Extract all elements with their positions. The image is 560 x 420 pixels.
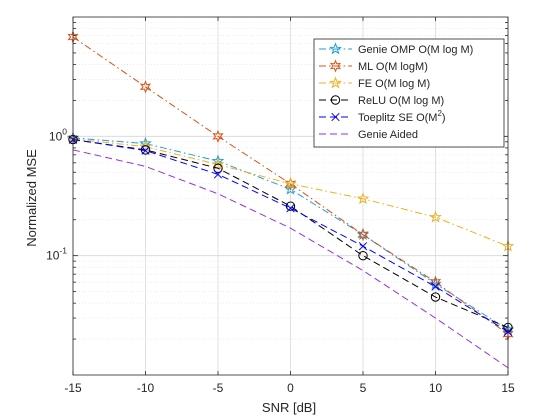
marker-x-stroke [358, 242, 368, 251]
tick-labels: -15 -10 -5 0 5 10 15 100 10-1 [46, 126, 515, 395]
axes [72, 16, 509, 376]
marker-circle [213, 163, 223, 173]
marker-x [431, 282, 440, 291]
series-line [72, 139, 509, 328]
marker-star [329, 42, 342, 55]
series-line [72, 36, 509, 335]
marker-x [331, 112, 340, 122]
marker-hexagram [329, 59, 342, 73]
x-tick-label: -5 [213, 381, 224, 395]
marker-x [358, 242, 368, 251]
grid [72, 17, 509, 375]
x-tick-label: 0 [287, 381, 294, 395]
legend-entry: Toeplitz SE O(M2) [319, 109, 446, 124]
legend-entry: Genie OMP O(M log M) [319, 42, 473, 56]
marker-hexagram [139, 80, 152, 94]
y-tick-label: 10-1 [46, 246, 67, 263]
x-tick-label: 5 [360, 381, 367, 395]
legend-entry: FE O(M log M) [319, 76, 430, 90]
y-axis-title: Normalized MSE [24, 149, 39, 247]
marker-star [211, 157, 225, 170]
legend: Genie OMP O(M log M) ML O(M logM) FE O(M l… [313, 38, 505, 148]
x-axis-title: SNR [dB] [262, 400, 316, 415]
marker-x [213, 170, 223, 179]
marker-x-stroke [141, 146, 150, 155]
marker-star [429, 210, 442, 223]
legend-label: Genie OMP O(M log M) [358, 44, 473, 56]
series-layer [66, 30, 515, 369]
marker-x-stroke [331, 112, 340, 122]
legend-label: Toeplitz SE O(M2) [358, 109, 446, 124]
marker-star [329, 76, 342, 89]
marker-x-stroke [286, 204, 295, 213]
series-line [72, 149, 509, 369]
x-tick-label: -10 [137, 381, 155, 395]
marker-hexagram [212, 129, 224, 143]
x-tick-label: -15 [64, 381, 82, 395]
series-line [72, 138, 509, 247]
marker-star [211, 154, 225, 167]
series-5 [72, 149, 509, 369]
legend-entry: Genie Aided [319, 129, 418, 141]
legend-label: ML O(M logM) [358, 61, 428, 73]
y-tick-label: 100 [49, 126, 67, 143]
legend-label: Genie Aided [358, 129, 418, 141]
marker-star [139, 140, 152, 152]
marker-x [286, 204, 295, 213]
legend-entry: ML O(M logM) [319, 59, 428, 73]
marker-x-stroke [213, 170, 223, 179]
legend-label: FE O(M log M) [358, 78, 430, 90]
x-tick-label: 15 [501, 381, 515, 395]
marker-hexagram [284, 177, 297, 191]
marker-hexagram [357, 228, 369, 242]
legend-box [313, 38, 505, 148]
marker-star [284, 177, 297, 190]
marker-circle [430, 292, 441, 302]
marker-circle [358, 250, 368, 261]
legend-entry: ReLU O(M log M) [319, 95, 444, 107]
marker-circle [330, 95, 341, 105]
legend-label: ReLU O(M log M) [358, 95, 444, 107]
marker-x [141, 146, 150, 155]
marker-star [356, 192, 370, 205]
marker-star [284, 182, 297, 195]
marker-x-stroke [431, 282, 440, 291]
x-tick-label: 10 [429, 381, 443, 395]
